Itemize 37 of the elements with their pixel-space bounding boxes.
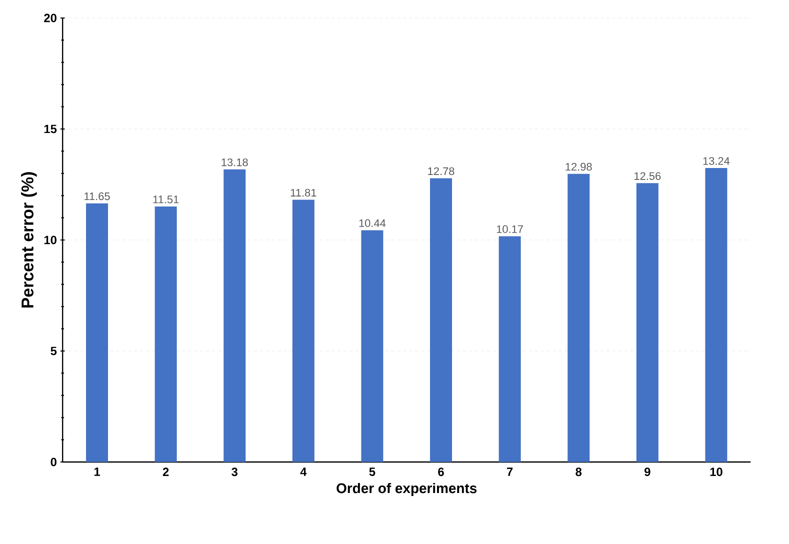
data-label: 11.51 <box>153 196 179 204</box>
x-tick-label: 3 <box>232 468 238 476</box>
bar <box>568 174 590 462</box>
x-tick-label: 2 <box>162 468 169 476</box>
y-tick-label: 20 <box>44 14 56 22</box>
bar <box>292 200 314 462</box>
data-label: 11.81 <box>290 188 316 197</box>
data-label: 13.18 <box>222 158 248 166</box>
x-axis-title: Order of experiments <box>336 482 477 496</box>
data-label: 12.98 <box>566 162 592 171</box>
bar <box>86 203 108 462</box>
bar <box>705 168 728 462</box>
y-tick-label: 5 <box>50 346 57 356</box>
bar <box>430 178 452 462</box>
data-label: 12.56 <box>634 172 661 180</box>
bar <box>361 230 384 462</box>
y-tick-label: 10 <box>44 236 56 244</box>
y-tick-label: 0 <box>50 458 56 466</box>
x-tick-label: 9 <box>644 468 650 476</box>
bar <box>498 236 521 462</box>
bar <box>636 183 658 462</box>
x-tick-label: 7 <box>507 468 513 476</box>
x-tick-label: 10 <box>710 468 722 476</box>
data-label: 12.78 <box>428 167 454 176</box>
bar <box>224 169 246 462</box>
data-label: 10.17 <box>496 225 523 234</box>
y-tick-label: 15 <box>44 124 57 134</box>
x-tick-label: 4 <box>300 468 307 476</box>
x-tick-label: 5 <box>369 468 376 476</box>
data-label: 10.44 <box>359 219 386 228</box>
data-label: 11.65 <box>84 192 110 200</box>
x-tick-label: 8 <box>576 468 582 476</box>
x-tick-label: 6 <box>438 468 444 476</box>
data-label: 13.24 <box>703 157 730 165</box>
y-axis-title: Percent error (%) <box>21 172 37 308</box>
bar <box>154 206 177 462</box>
x-tick-label: 1 <box>94 468 100 476</box>
